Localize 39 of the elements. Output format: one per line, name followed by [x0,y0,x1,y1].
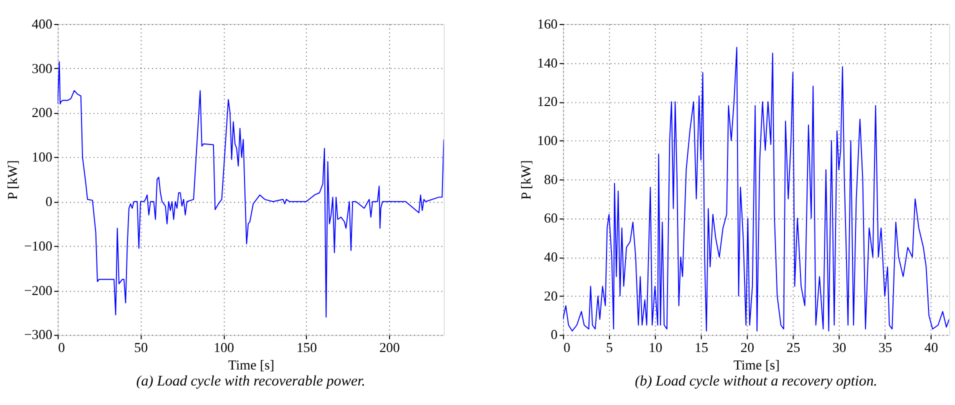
y-tick-label: 60 [544,210,558,226]
y-tick-label: 400 [32,16,52,32]
y-tick-label: −100 [24,238,52,254]
x-tick-label: 35 [878,340,892,355]
y-tick-label: 100 [537,132,558,148]
x-tick-label: 25 [786,340,800,355]
y-tick-label: 140 [537,55,558,70]
x-tick-label: 40 [924,340,938,355]
y-axis-title: P [kW] [5,160,20,200]
y-tick-label: 80 [544,172,558,187]
x-axis-title: Time [s] [228,358,274,373]
x-tick-label: 0 [58,340,66,355]
x-tick-label: 100 [214,340,234,355]
y-tick-label: 160 [537,16,558,32]
text: (a) Load cycle with recoverable power. [136,374,366,390]
x-tick-label: 200 [379,340,400,355]
x-tick-label: 20 [740,340,754,355]
y-tick-label: 200 [32,105,52,120]
y-tick-label: 0 [550,327,558,342]
y-tick-label: 100 [32,150,52,165]
line-series [563,46,950,332]
text: (b) Load cycle without a recovery option. [634,374,878,390]
x-tick-label: 30 [832,340,846,355]
line-series [58,61,444,318]
y-tick-label: 40 [544,250,558,265]
y-tick-label: −200 [24,282,52,298]
x-tick-label: 0 [564,340,571,355]
x-tick-label: 50 [134,340,148,355]
y-tick-label: −300 [24,327,52,342]
y-axis-title: P [kW] [518,160,534,200]
y-tick-label: 300 [32,60,52,76]
x-axis-title: Time [s] [733,358,780,373]
y-tick-label: 120 [537,94,558,110]
y-tick-label: 0 [45,194,52,210]
x-tick-label: 15 [694,340,708,355]
x-tick-label: 5 [606,340,614,355]
x-tick-label: 10 [648,340,662,355]
y-tick-label: 20 [544,288,558,304]
x-tick-label: 150 [296,340,318,355]
